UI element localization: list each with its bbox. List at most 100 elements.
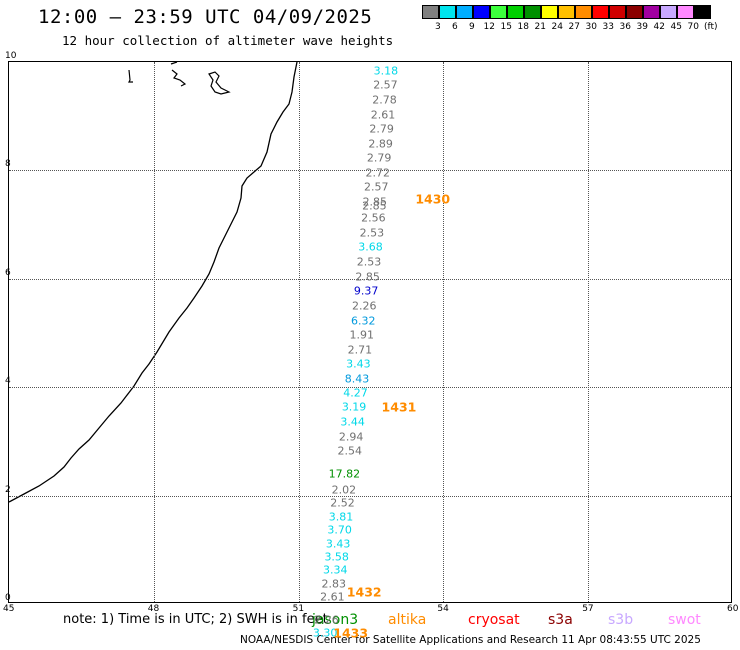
color-scale-label: 24 xyxy=(551,22,563,32)
color-scale-label: 45 xyxy=(670,22,682,32)
units-note: note: 1) Time is in UTC; 2) SWH is in fe… xyxy=(63,612,328,627)
wave-height-value: 1.91 xyxy=(349,328,375,342)
map-subtitle: 12 hour collection of altimeter wave hei… xyxy=(62,33,394,48)
color-scale-label: 12 xyxy=(483,22,495,32)
wave-height-value: 2.57 xyxy=(373,78,398,92)
color-swatch xyxy=(575,5,592,19)
wave-height-value: 2.53 xyxy=(356,255,382,269)
x-tick-label: 51 xyxy=(292,604,305,614)
pass-time-label: 1430 xyxy=(415,191,451,207)
map-title: 12:00 – 23:59 UTC 04/09/2025 xyxy=(38,6,373,28)
color-scale-label: 42 xyxy=(653,22,665,32)
island-shape xyxy=(171,69,187,87)
color-scale-label: 6 xyxy=(452,22,458,32)
wave-height-value: 3.58 xyxy=(324,550,349,564)
wave-height-value: 4.27 xyxy=(343,386,368,400)
color-swatch xyxy=(524,5,541,19)
wave-height-value: 2.78 xyxy=(372,93,397,107)
y-tick-label: 0 xyxy=(5,593,11,603)
wave-height-value: 3.30 xyxy=(312,626,338,640)
grid-line-vertical xyxy=(443,62,445,602)
color-scale-unit: (ft) xyxy=(704,22,718,32)
wave-height-value: 2.85 xyxy=(355,270,380,284)
wave-height-value: 2.61 xyxy=(320,590,345,604)
wave-height-value: 3.81 xyxy=(328,510,354,524)
color-swatch xyxy=(439,5,456,19)
coastline-path xyxy=(9,62,298,503)
wave-height-value: 2.26 xyxy=(351,299,377,313)
wave-height-value: 2.89 xyxy=(368,137,393,151)
color-scale-label: 15 xyxy=(500,22,512,32)
grid-line-horizontal xyxy=(9,170,731,172)
satellite-legend-swot: swot xyxy=(668,612,701,628)
satellite-legend-s3b: s3b xyxy=(608,612,634,628)
color-scale-label: 36 xyxy=(619,22,631,32)
color-swatch xyxy=(422,5,439,19)
wave-height-value: 2.26 xyxy=(314,613,339,627)
color-scale-label: 30 xyxy=(585,22,597,32)
pass-time-label: 1431 xyxy=(381,399,417,415)
wave-height-value: 3.34 xyxy=(322,563,348,577)
wave-height-value: 2.56 xyxy=(361,211,386,225)
satellite-legend-cryosat: cryosat xyxy=(468,612,520,628)
y-tick-label: 8 xyxy=(5,159,11,170)
wave-height-value: 2.72 xyxy=(365,166,390,180)
wave-height-value: 2.54 xyxy=(337,444,362,458)
y-tick-label: 6 xyxy=(5,267,11,278)
y-tick-label: 2 xyxy=(5,484,11,495)
color-swatch xyxy=(677,5,694,19)
color-swatch xyxy=(626,5,643,19)
color-scale-label: 39 xyxy=(636,22,648,32)
color-swatch xyxy=(643,5,660,19)
grid-line-horizontal xyxy=(9,495,731,497)
x-tick-label: 57 xyxy=(582,604,594,614)
map-plot-area[interactable] xyxy=(8,61,732,603)
color-swatch xyxy=(473,5,490,19)
wave-height-value: 3.18 xyxy=(373,64,399,78)
coastline xyxy=(9,62,298,503)
wave-height-value: 2.79 xyxy=(369,122,394,136)
wave-height-value: 2.71 xyxy=(347,343,373,357)
color-swatch xyxy=(694,5,711,19)
x-tick-label: 54 xyxy=(437,604,449,614)
color-swatch xyxy=(507,5,524,19)
wave-height-value: 9.37 xyxy=(353,284,379,298)
grid-line-vertical xyxy=(298,62,300,602)
wave-height-value: 2.94 xyxy=(338,430,364,444)
wave-height-value: 2.57 xyxy=(364,180,389,194)
wave-height-value: 3.70 xyxy=(327,523,352,537)
wave-height-value: 8.43 xyxy=(344,372,370,386)
color-swatch xyxy=(660,5,677,19)
wave-height-value: 3.44 xyxy=(340,415,365,429)
color-swatch xyxy=(456,5,473,19)
wave-height-value: 2.79 xyxy=(366,151,392,165)
wave-height-value: 2.85 xyxy=(362,195,388,209)
color-scale-label: 70 xyxy=(687,22,699,32)
color-scale-label: 27 xyxy=(568,22,580,32)
color-scale-label: 33 xyxy=(602,22,614,32)
wave-height-value: 2.02 xyxy=(331,483,357,497)
footer-credit: NOAA/NESDIS Center for Satellite Applica… xyxy=(240,634,701,646)
wave-height-value: 3.43 xyxy=(346,357,371,371)
x-tick-label: 48 xyxy=(147,604,160,614)
wave-height-value: 3.68 xyxy=(358,240,383,254)
grid-line-vertical xyxy=(588,62,590,602)
island-shape xyxy=(170,62,178,65)
color-swatch xyxy=(609,5,626,19)
color-scale-label: 18 xyxy=(517,22,529,32)
grid-line-vertical xyxy=(153,62,155,602)
island-shape xyxy=(208,71,231,95)
y-tick-label: 4 xyxy=(5,376,11,387)
wave-height-value: 3.43 xyxy=(325,537,351,551)
wave-height-value: 2.83 xyxy=(321,577,347,591)
color-swatch xyxy=(490,5,507,19)
wave-height-value: 3.19 xyxy=(341,400,367,414)
pass-time-label: 1433 xyxy=(333,625,369,641)
color-scale-label: 3 xyxy=(435,22,441,32)
wave-height-value: 2.52 xyxy=(330,496,355,510)
x-tick-label: 45 xyxy=(3,604,15,614)
x-tick-label: 60 xyxy=(727,604,739,614)
satellite-legend-jason3: jason3 xyxy=(312,612,359,628)
satellite-legend-altika: altika xyxy=(388,612,427,628)
island-shape xyxy=(128,69,133,83)
